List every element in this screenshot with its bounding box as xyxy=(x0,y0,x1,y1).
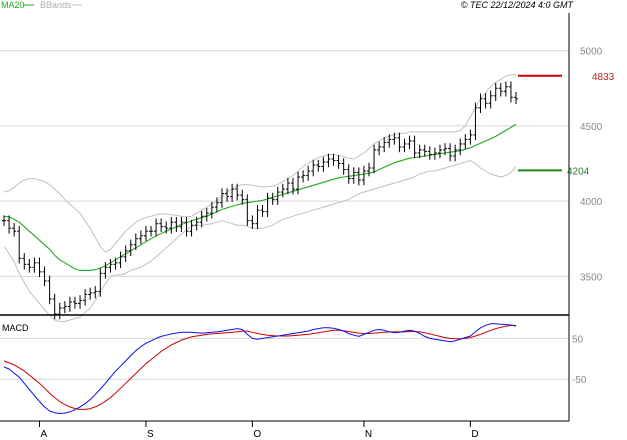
macd-y-axis: 50 -50 xyxy=(572,334,587,386)
copyright-text: © TEC 22/12/2024 4:0 GMT xyxy=(461,0,575,10)
x-tick-label: A xyxy=(40,429,47,440)
macd-panel-title: MACD xyxy=(2,323,29,333)
x-tick-label: O xyxy=(253,429,261,440)
price-y-tick-label: 4500 xyxy=(580,122,603,133)
price-panel xyxy=(0,13,569,314)
price-grid xyxy=(0,50,569,277)
macd-lines xyxy=(3,323,517,414)
price-y-axis: 5000 4500 4000 3500 xyxy=(580,47,603,284)
bollinger-bands xyxy=(3,74,517,322)
price-y-tick-label: 4000 xyxy=(580,197,603,208)
bb-lower-line xyxy=(3,160,517,322)
resistance-label: 4833 xyxy=(592,72,615,83)
macd-y-tick-label: 50 xyxy=(572,334,584,345)
ma20-line xyxy=(3,123,517,271)
x-tick-label: N xyxy=(365,429,372,440)
macd-grid xyxy=(0,337,569,380)
macd-signal-line xyxy=(3,324,516,410)
x-tick-label: D xyxy=(471,429,478,440)
macd-line xyxy=(3,323,517,414)
legend-bb-label: BBands xyxy=(40,0,72,10)
reference-levels: 4833 4204 xyxy=(518,72,615,177)
x-tick-label: S xyxy=(147,429,154,440)
price-bars xyxy=(2,81,518,320)
support-label: 4204 xyxy=(567,166,590,177)
macd-y-tick-label: -50 xyxy=(572,375,587,386)
ma20-line xyxy=(3,123,517,271)
price-y-tick-label: 3500 xyxy=(580,272,603,283)
price-y-tick-label: 5000 xyxy=(580,47,603,58)
legend-ma-label: MA20 xyxy=(1,0,25,10)
bb-upper-line xyxy=(3,74,516,253)
